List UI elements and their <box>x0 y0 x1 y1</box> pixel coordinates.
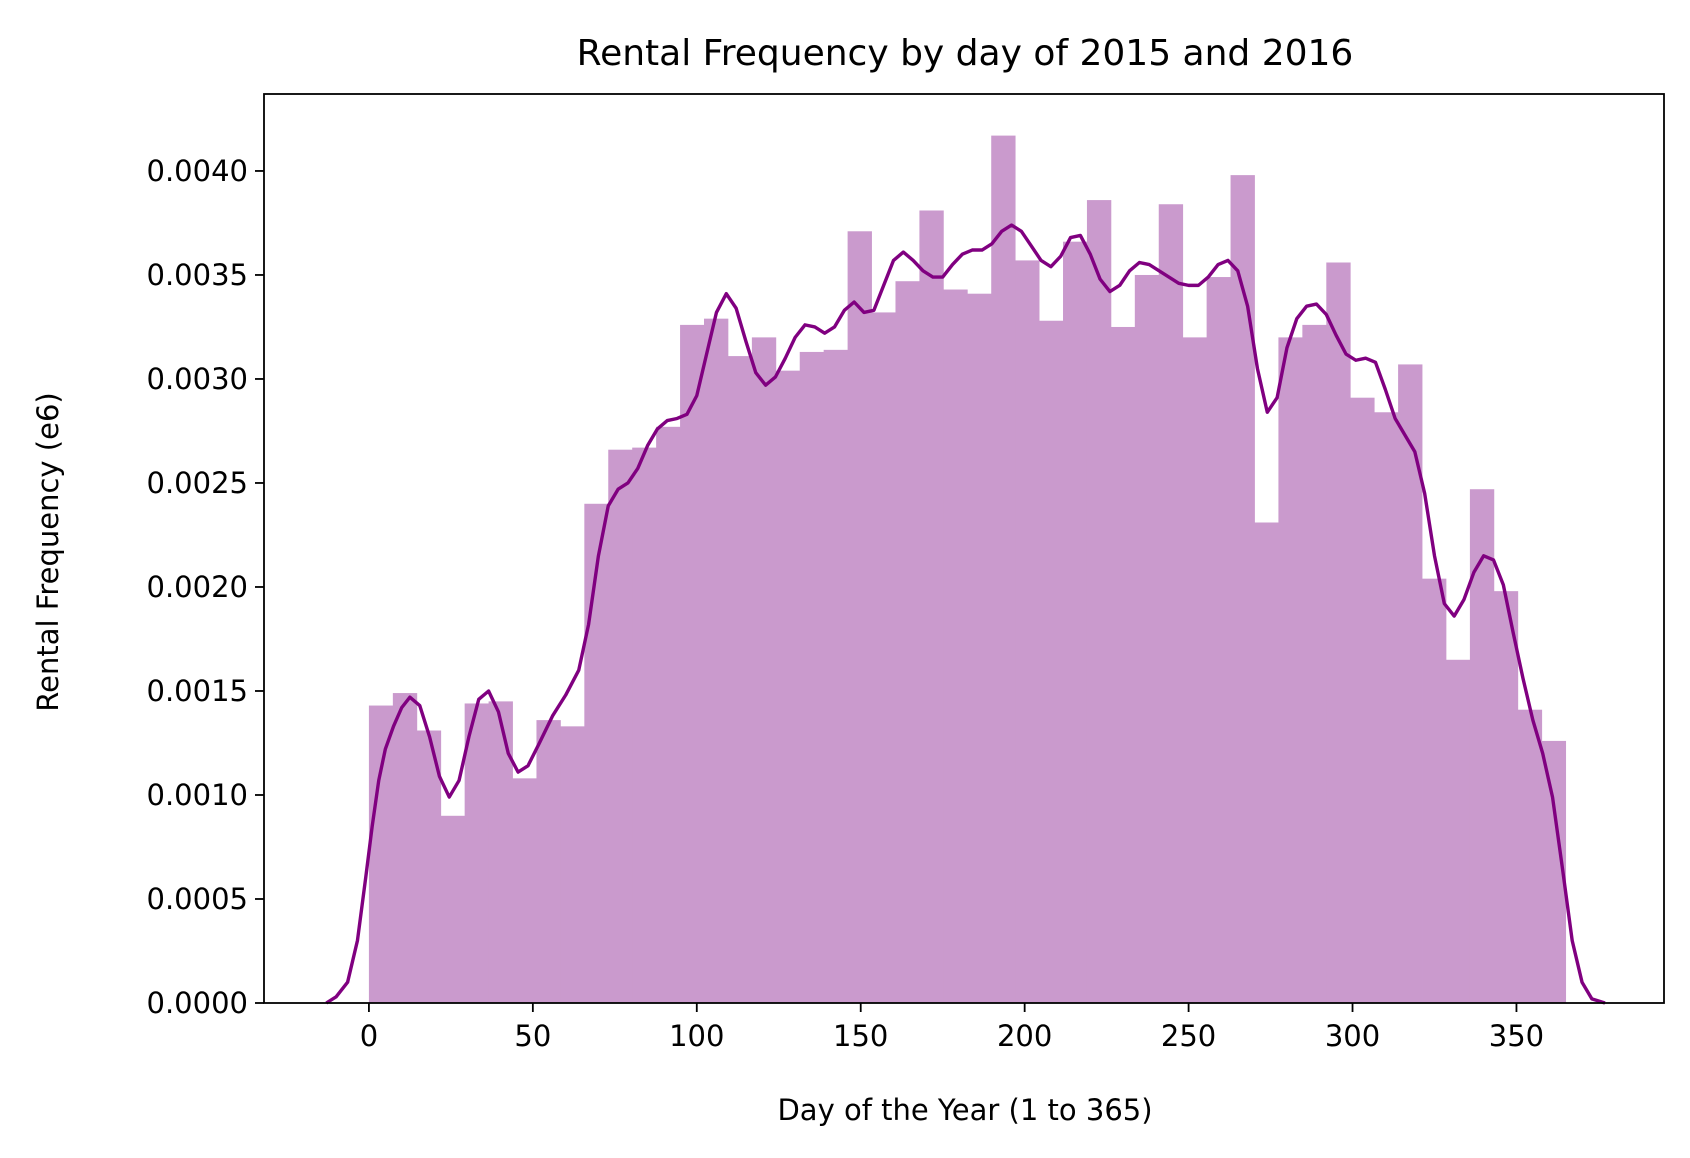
x-tick-label: 0 <box>360 1019 378 1053</box>
x-tick-label: 300 <box>1325 1019 1380 1053</box>
histogram-bar <box>1493 591 1519 1003</box>
histogram-bar <box>1110 326 1136 1004</box>
histogram-bar <box>1086 200 1112 1004</box>
histogram-bar <box>1350 397 1375 1003</box>
histogram-bar <box>704 318 729 1003</box>
histogram-bar <box>1063 241 1088 1003</box>
histogram-bar <box>1134 274 1160 1003</box>
histogram-bar <box>1278 337 1303 1003</box>
histogram-bar <box>1302 324 1327 1004</box>
histogram-bar <box>847 231 872 1004</box>
histogram-bar <box>392 693 418 1003</box>
chart-title: Rental Frequency by day of 2015 and 2016 <box>577 33 1354 74</box>
histogram-bar <box>512 778 537 1003</box>
histogram-bar <box>1182 337 1208 1003</box>
histogram-bars <box>368 135 1567 1004</box>
histogram-bar <box>584 503 609 1003</box>
histogram-bar <box>416 730 442 1003</box>
histogram-bar <box>1469 489 1495 1003</box>
y-axis-label: Rental Frequency (e6) <box>31 392 65 711</box>
y-tick-label: 0.0035 <box>147 258 248 292</box>
histogram-bar <box>823 349 849 1003</box>
x-tick-label: 50 <box>514 1019 551 1053</box>
y-tick-label: 0.0010 <box>147 778 248 812</box>
y-tick-label: 0.0020 <box>147 570 248 604</box>
histogram-bar <box>919 210 944 1004</box>
plot-area-frame <box>263 93 1665 1004</box>
histogram-bar <box>967 293 992 1003</box>
histogram-bar <box>871 312 896 1003</box>
histogram-bar <box>1039 320 1064 1003</box>
histogram-bar <box>895 281 920 1003</box>
histogram-bar <box>727 356 753 1003</box>
y-tick-label: 0.0040 <box>147 154 248 188</box>
histogram-bar <box>1517 709 1543 1003</box>
y-tick-label: 0.0030 <box>147 362 248 396</box>
histogram-bar <box>656 426 681 1003</box>
histogram-bar <box>464 703 489 1003</box>
histogram-bar <box>1206 277 1231 1003</box>
histogram-bar <box>1326 262 1351 1003</box>
y-tick-label: 0.0015 <box>147 674 248 708</box>
histogram-bar <box>488 701 513 1003</box>
x-tick-label: 350 <box>1489 1019 1544 1053</box>
histogram-bar <box>1374 412 1399 1003</box>
y-tick-label: 0.0025 <box>147 466 248 500</box>
histogram-bar <box>1015 260 1040 1003</box>
histogram-bar <box>751 337 777 1003</box>
x-tick-label: 150 <box>833 1019 888 1053</box>
histogram-bar <box>1254 522 1279 1003</box>
histogram-bar <box>799 351 825 1003</box>
x-axis-ticks: 0 50 100 150 200 250 300 350 <box>360 1003 1544 1053</box>
histogram-bar <box>1230 175 1255 1004</box>
y-tick-label: 0.0000 <box>147 986 248 1020</box>
histogram-bar <box>560 726 585 1003</box>
x-tick-label: 100 <box>669 1019 724 1053</box>
histogram-bar <box>440 815 466 1003</box>
histogram-bar <box>943 289 968 1004</box>
y-axis-ticks: 0.0000 0.0005 0.0010 0.0015 0.0020 0.0025 0.00… <box>147 154 264 1020</box>
x-tick-label: 200 <box>997 1019 1052 1053</box>
histogram-bar <box>775 370 801 1003</box>
histogram-bar <box>1398 364 1423 1004</box>
histogram-bar <box>632 447 657 1003</box>
histogram-bar <box>536 720 561 1003</box>
x-tick-label: 250 <box>1161 1019 1216 1053</box>
histogram-bar <box>608 449 633 1003</box>
histogram-bar <box>1445 659 1471 1003</box>
histogram-bar <box>680 324 705 1004</box>
histogram-bar <box>1422 578 1447 1003</box>
kde-line <box>325 223 1606 1005</box>
histogram-bar <box>368 705 394 1003</box>
histogram-bar <box>991 135 1016 1004</box>
x-axis-label: Day of the Year (1 to 365) <box>777 1093 1152 1127</box>
histogram-bar <box>1158 204 1184 1003</box>
y-tick-label: 0.0005 <box>147 882 248 916</box>
